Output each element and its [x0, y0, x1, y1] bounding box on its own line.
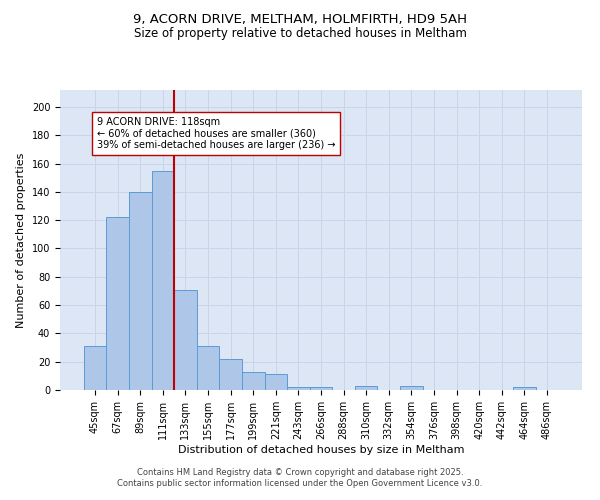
Bar — [129, 192, 152, 390]
Bar — [513, 387, 536, 390]
Bar — [174, 290, 197, 390]
Bar — [197, 346, 220, 390]
Bar — [106, 218, 129, 390]
Bar — [220, 359, 242, 390]
Text: Size of property relative to detached houses in Meltham: Size of property relative to detached ho… — [134, 28, 466, 40]
Bar — [400, 386, 422, 390]
Bar — [265, 374, 287, 390]
Bar — [310, 387, 332, 390]
Bar — [152, 170, 174, 390]
Text: Contains HM Land Registry data © Crown copyright and database right 2025.
Contai: Contains HM Land Registry data © Crown c… — [118, 468, 482, 487]
Bar — [242, 372, 265, 390]
Text: 9 ACORN DRIVE: 118sqm
← 60% of detached houses are smaller (360)
39% of semi-det: 9 ACORN DRIVE: 118sqm ← 60% of detached … — [97, 117, 335, 150]
Bar — [84, 346, 106, 390]
Bar — [355, 386, 377, 390]
X-axis label: Distribution of detached houses by size in Meltham: Distribution of detached houses by size … — [178, 444, 464, 454]
Y-axis label: Number of detached properties: Number of detached properties — [16, 152, 26, 328]
Bar — [287, 387, 310, 390]
Text: 9, ACORN DRIVE, MELTHAM, HOLMFIRTH, HD9 5AH: 9, ACORN DRIVE, MELTHAM, HOLMFIRTH, HD9 … — [133, 12, 467, 26]
